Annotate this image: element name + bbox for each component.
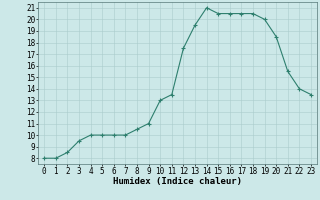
X-axis label: Humidex (Indice chaleur): Humidex (Indice chaleur) — [113, 177, 242, 186]
